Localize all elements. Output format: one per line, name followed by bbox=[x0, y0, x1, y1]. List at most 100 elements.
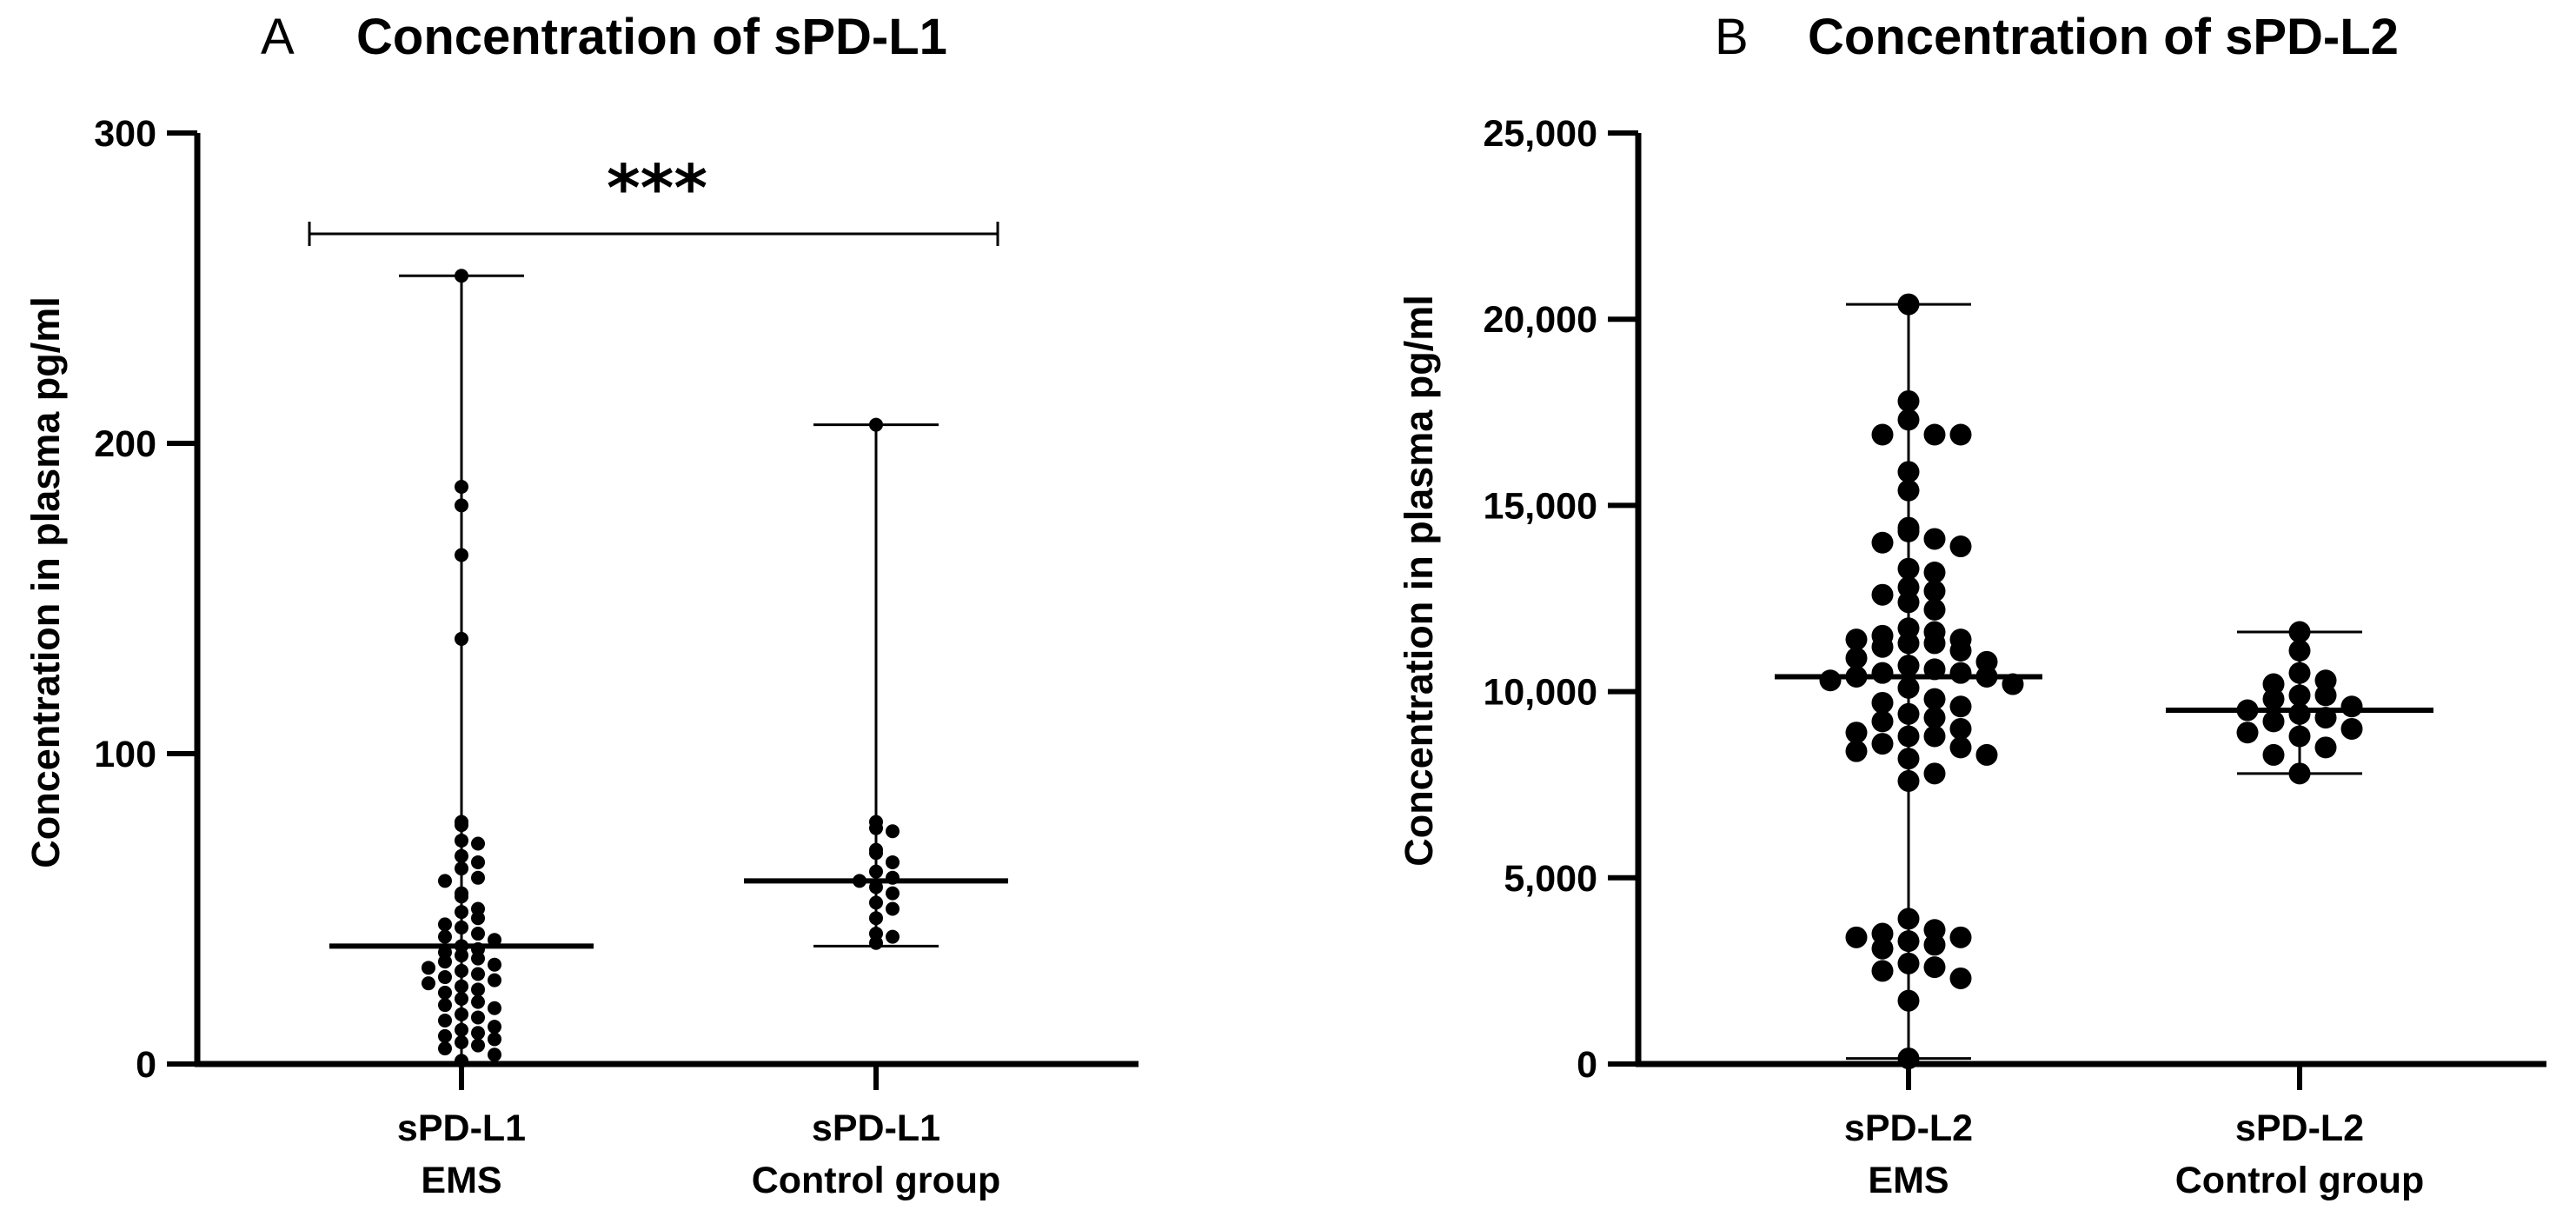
panel-a-ems-point-49 bbox=[471, 1026, 485, 1041]
panel-b-ems-point-15 bbox=[1897, 576, 1920, 599]
panel-a-ems-point-28 bbox=[471, 951, 485, 966]
panel-a-ems-point-21 bbox=[471, 927, 485, 941]
panel-a-ems-point-45 bbox=[471, 1010, 485, 1025]
panel-a-ems-point-35 bbox=[488, 973, 501, 988]
panel-b-ems-point-46 bbox=[1949, 717, 1972, 740]
panel-a-ems-point-18 bbox=[471, 911, 485, 926]
panel-a-control-point-0 bbox=[869, 417, 883, 432]
panel-b-ems-point-56 bbox=[1897, 769, 1920, 792]
panel-a-control-point-11 bbox=[886, 886, 900, 901]
panel-a-ems-point-33 bbox=[471, 967, 485, 981]
panel-a-ems-point-2 bbox=[455, 498, 468, 513]
panel-b-ems-point-10 bbox=[1923, 528, 1946, 550]
panel-a-control-point-12 bbox=[869, 895, 883, 910]
panel-a-category-ems-line2: EMS bbox=[421, 1160, 501, 1201]
panel-a-ems-point-19 bbox=[438, 917, 452, 932]
panel-a-ems-point-30 bbox=[488, 957, 501, 972]
panel-b-ems-point-55 bbox=[1923, 762, 1946, 785]
panel-b-ems-point-67 bbox=[1871, 960, 1894, 982]
panel-a-category-control-line1: sPD-L1 bbox=[812, 1107, 940, 1149]
panel-a-ems-point-7 bbox=[455, 833, 468, 848]
panel-b-ems-point-31 bbox=[1897, 655, 1920, 677]
panel-a-ems-point-55 bbox=[488, 1047, 501, 1062]
panel-b-ems-point-68 bbox=[1949, 967, 1972, 989]
panel-b-ems-point-57 bbox=[1897, 908, 1920, 930]
panel-a-ems-point-46 bbox=[438, 1014, 452, 1028]
panel-b-ems-point-44 bbox=[1923, 707, 1946, 729]
panel-b-ems-point-43 bbox=[1897, 702, 1920, 725]
panel-b-control-point-13 bbox=[2340, 717, 2363, 740]
panel-b-y-tick-3: 15,000 bbox=[1483, 485, 1638, 527]
panel-b-category-control-line2: Control group bbox=[2175, 1160, 2425, 1201]
panel-b-ems-point-64 bbox=[1871, 937, 1894, 960]
panel-a-ems-point-20 bbox=[455, 920, 468, 934]
panel-b-ems-point-2 bbox=[1897, 409, 1920, 431]
panel-a-ems-point-9 bbox=[455, 848, 468, 863]
panel-b-ems-point-53 bbox=[1975, 743, 1998, 766]
panel-a: A Concentration of sPD-L1 Concentration … bbox=[23, 9, 1139, 1201]
panel-b-y-tick-1: 5,000 bbox=[1504, 858, 1638, 900]
panel-b-y-tick-4: 20,000 bbox=[1483, 299, 1638, 341]
panel-b-y-tick-label-5: 25,000 bbox=[1483, 113, 1597, 155]
panel-b-ems-point-3 bbox=[1923, 423, 1946, 446]
panel-b-ems-point-45 bbox=[1871, 710, 1894, 733]
panel-b-y-tick-2: 10,000 bbox=[1483, 672, 1638, 714]
panel-a-ems-point-51 bbox=[488, 1032, 501, 1047]
panel-a-ems-point-0 bbox=[455, 269, 468, 283]
panel-b-ems-point-34 bbox=[1949, 662, 1972, 684]
panel-a-ems-point-15 bbox=[455, 889, 468, 904]
panel-a-control-point-16 bbox=[886, 929, 900, 944]
panel-b-y-tick-label-0: 0 bbox=[1577, 1044, 1597, 1086]
panel-b-ems-point-50 bbox=[1871, 733, 1894, 755]
panel-b-ems-point-58 bbox=[1923, 919, 1946, 941]
panel-a-title: Concentration of sPD-L1 bbox=[356, 9, 947, 65]
panel-b-ems-point-37 bbox=[1819, 669, 1842, 692]
panel-a-significance-bracket: *** bbox=[308, 151, 999, 246]
panel-b-ems-point-28 bbox=[1949, 639, 1972, 662]
panel-b-ems-point-54 bbox=[1897, 748, 1920, 770]
panel-b-letter: B bbox=[1715, 9, 1749, 65]
panel-b-ems-point-69 bbox=[1897, 989, 1920, 1012]
panel-b-ems-point-13 bbox=[1897, 557, 1920, 580]
panel-a-ems-point-31 bbox=[422, 961, 435, 975]
panel-b-control-point-3 bbox=[2314, 669, 2337, 692]
panel-a-ems-point-10 bbox=[471, 855, 485, 869]
panel-a-ems-point-6 bbox=[455, 818, 468, 833]
panel-b-control-point-15 bbox=[2288, 725, 2311, 748]
panel-a-ems-point-54 bbox=[438, 1041, 452, 1056]
panel-a-ems-point-4 bbox=[455, 631, 468, 646]
panel-a-y-tick-label-2: 200 bbox=[94, 423, 156, 465]
panel-a-control-point-17 bbox=[869, 935, 883, 950]
panel-b-ems-point-4 bbox=[1871, 423, 1894, 446]
panel-a-marks bbox=[329, 269, 1008, 1068]
panel-b-ems-point-30 bbox=[1975, 650, 1998, 673]
panel-b-ems-point-12 bbox=[1949, 535, 1972, 558]
panel-b-ems-point-5 bbox=[1949, 423, 1972, 446]
panel-a-control-point-6 bbox=[886, 855, 900, 869]
panel-b-y-tick-label-4: 20,000 bbox=[1483, 299, 1597, 341]
panel-a-y-tick-3: 300 bbox=[94, 113, 197, 155]
panel-a-ems-point-29 bbox=[438, 954, 452, 969]
panel-a-ems-point-52 bbox=[455, 1035, 468, 1050]
panel-b-control-point-10 bbox=[2288, 702, 2311, 725]
panel-b-control-point-6 bbox=[2314, 684, 2337, 707]
panel-b-ems-point-70 bbox=[1897, 1047, 1920, 1070]
panel-b-control-point-8 bbox=[2340, 695, 2363, 718]
panel-b-ems-point-29 bbox=[1845, 647, 1868, 669]
panel-b-ems-point-33 bbox=[1871, 662, 1894, 684]
panel-a-ems-point-36 bbox=[422, 976, 435, 991]
panel-b-ems-point-1 bbox=[1897, 389, 1920, 412]
panel-a-y-tick-0: 0 bbox=[136, 1044, 197, 1086]
panel-b-ems-point-17 bbox=[1871, 583, 1894, 606]
panel-b-ems-point-19 bbox=[1923, 598, 1946, 621]
panel-a-control-point-14 bbox=[869, 911, 883, 926]
panel-b-ems-point-9 bbox=[1897, 520, 1920, 542]
panel-a-control-point-7 bbox=[869, 864, 883, 879]
panel-a-y-tick-1: 100 bbox=[94, 734, 197, 775]
panel-b-ems-point-24 bbox=[1845, 628, 1868, 651]
panel-b-control-point-17 bbox=[2262, 743, 2285, 766]
panel-b-y-tick-0: 0 bbox=[1577, 1044, 1638, 1086]
panel-a-ems-point-23 bbox=[488, 933, 501, 948]
panel-b-y-tick-label-1: 5,000 bbox=[1504, 858, 1597, 900]
